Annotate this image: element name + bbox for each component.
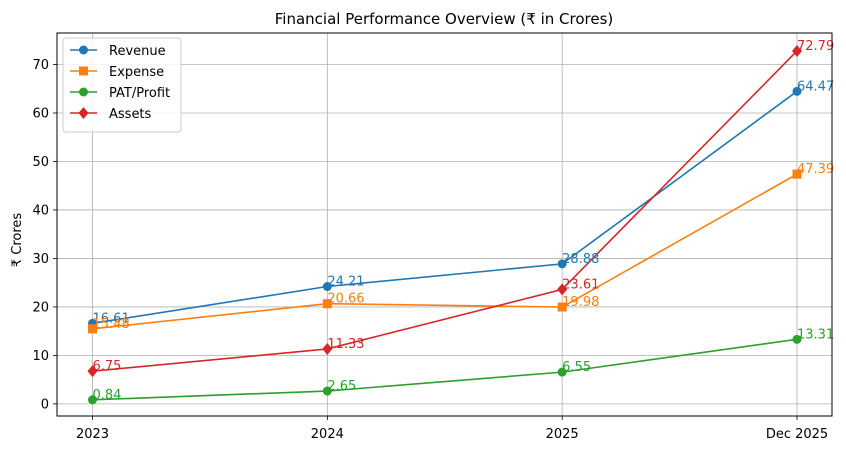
y-tick-label: 30: [32, 252, 49, 267]
data-point-revenue: [792, 86, 802, 96]
series-revenue: [88, 86, 802, 328]
data-point-pat-profit: [88, 395, 97, 405]
data-point-assets: [87, 365, 98, 378]
y-tick-label: 0: [41, 397, 49, 412]
legend-label: PAT/Profit: [109, 86, 170, 101]
series-line-expense: [92, 173, 798, 330]
legend-marker: [78, 107, 89, 119]
data-label-revenue: 24.21: [327, 275, 364, 290]
data-label-assets: 72.79: [797, 39, 834, 54]
data-point-pat-profit: [322, 386, 332, 396]
y-tick-label: 60: [32, 106, 49, 121]
y-tick-label: 10: [32, 349, 49, 364]
x-tick-label: Dec 2025: [766, 427, 828, 442]
data-label-assets: 6.75: [93, 359, 122, 374]
y-axis-label: ₹ Crores: [10, 213, 25, 268]
data-label-expense: 15.48: [93, 317, 130, 332]
legend-item-expense: Expense: [70, 65, 164, 80]
data-label-expense: 20.66: [327, 292, 364, 307]
legend-label: Revenue: [109, 44, 166, 59]
data-point-expense: [322, 299, 332, 309]
legend-marker: [79, 45, 88, 55]
legend-label: Expense: [109, 65, 164, 80]
legend-item-pat-profit: PAT/Profit: [70, 86, 170, 101]
data-point-revenue: [557, 259, 567, 269]
legend-marker: [79, 87, 88, 97]
data-label-revenue: 64.47: [797, 79, 834, 94]
series-expense: [88, 169, 802, 334]
legend-frame: [62, 37, 182, 133]
x-tick-label: 2023: [76, 427, 109, 442]
data-label-assets: 11.33: [327, 337, 364, 352]
x-tick-label: 2024: [311, 427, 344, 442]
data-labels: 16.61 24.21 28.88 64.47 15.48 20.66 19.98 47.39…: [93, 39, 835, 403]
data-point-pat-profit: [792, 334, 802, 344]
legend-label: Assets: [109, 107, 152, 122]
legend-marker: [79, 66, 88, 76]
series-pat-profit: [88, 334, 802, 405]
data-point-revenue: [322, 282, 332, 292]
series-assets: [87, 44, 802, 378]
data-point-assets: [557, 283, 568, 296]
x-tick-label: 2025: [546, 427, 579, 442]
legend-item-assets: Assets: [70, 107, 152, 122]
y-axis: 0 10 20 30 40 50 60 70: [32, 58, 57, 412]
chart-title: Financial Performance Overview (₹ in Cro…: [275, 10, 614, 28]
data-point-assets: [792, 44, 802, 57]
data-label-pat-profit: 13.31: [797, 327, 834, 342]
data-label-expense: 19.98: [562, 295, 599, 310]
data-label-pat-profit: 6.55: [562, 360, 591, 375]
series-line-assets: [92, 50, 798, 372]
data-label-pat-profit: 0.84: [93, 388, 122, 403]
x-axis: 2023 2024 2025 Dec 2025: [76, 416, 828, 442]
data-label-pat-profit: 2.65: [327, 379, 356, 394]
legend: Revenue Expense PAT/Profit Assets: [62, 37, 182, 133]
data-point-expense: [557, 302, 567, 312]
data-label-assets: 23.61: [562, 277, 599, 292]
plot-frame: [56, 32, 833, 417]
series-line-pat-profit: [92, 338, 798, 401]
data-label-revenue: 16.61: [93, 311, 130, 326]
y-tick-label: 40: [32, 203, 49, 218]
data-point-assets: [322, 342, 333, 355]
y-tick-label: 20: [32, 300, 49, 315]
data-label-expense: 47.39: [797, 162, 834, 177]
y-tick-label: 50: [32, 155, 49, 170]
legend-item-revenue: Revenue: [70, 44, 166, 59]
data-label-revenue: 28.88: [562, 252, 599, 267]
data-point-expense: [792, 169, 802, 179]
series-line-revenue: [92, 90, 798, 325]
data-point-pat-profit: [557, 367, 567, 377]
data-point-expense: [88, 324, 97, 334]
y-tick-label: 70: [32, 58, 49, 73]
series-lines: [87, 44, 802, 405]
